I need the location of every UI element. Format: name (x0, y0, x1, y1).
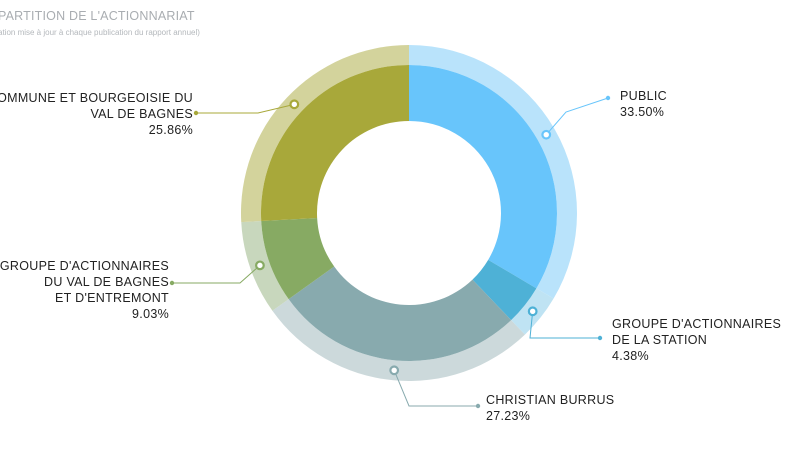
slice-marker-groupe-d-actionnaires-de-la-station (527, 306, 538, 317)
label-name-line: GROUPE D'ACTIONNAIRES (612, 317, 782, 331)
slice-public (409, 65, 558, 289)
leader-end-dot-groupe-d-actionnaires-du-val-de-bagnes-et-d-entremont (169, 280, 175, 286)
leader-line-public (545, 97, 609, 136)
data-label-commune-et-bourgeoisie-du-val-de-bagnes: COMMUNE ET BOURGEOISIE DU VAL DE BAGNES 25… (0, 90, 193, 138)
leader-end-dot-christian-burrus (475, 403, 481, 409)
slice-groupe-d-actionnaires-de-la-station (472, 259, 537, 321)
label-name-line: GROUPE D'ACTIONNAIRES (0, 259, 169, 273)
label-value: 27.23% (486, 409, 531, 423)
slice-outer-groupe-d-actionnaires-du-val-de-bagnes-et-d-entremont (241, 220, 289, 311)
label-value: 25.86% (148, 123, 193, 137)
data-label-groupe-d-actionnaires-du-val-de-bagnes-et-d-entremont: GROUPE D'ACTIONNAIRES DU VAL DE BAGNES ET … (0, 258, 169, 322)
leader-end-dot-public (605, 95, 611, 101)
label-name-line: COMMUNE ET BOURGEOISIE DU (0, 91, 193, 105)
label-name-line: DE LA STATION (612, 333, 708, 347)
leader-end-dot-commune-et-bourgeoisie-du-val-de-bagnes (193, 110, 199, 116)
slice-groupe-d-actionnaires-du-val-de-bagnes-et-d-entremont (261, 217, 335, 300)
data-label-christian-burrus: CHRISTIAN BURRUS 27.23% (486, 392, 614, 424)
data-label-groupe-d-actionnaires-de-la-station: GROUPE D'ACTIONNAIRES DE LA STATION 4.38% (612, 316, 781, 364)
label-name-line: DU VAL DE BAGNES (44, 275, 169, 289)
leader-line-christian-burrus (393, 370, 478, 407)
slice-marker-public (541, 129, 552, 140)
slice-outer-christian-burrus (272, 299, 525, 382)
slice-commune-et-bourgeoisie-du-val-de-bagnes (261, 65, 409, 221)
label-value: 9.03% (132, 307, 169, 321)
leader-line-groupe-d-actionnaires-du-val-de-bagnes-et-d-entremont (172, 264, 261, 284)
slice-marker-commune-et-bourgeoisie-du-val-de-bagnes (289, 99, 300, 110)
label-name-line: ET D'ENTREMONT (55, 291, 169, 305)
chart-subtitle: ation mise à jour à chaque publication d… (0, 28, 200, 37)
chart-title: PARTITION DE L'ACTIONNARIAT (0, 9, 195, 23)
data-label-public: PUBLIC 33.50% (620, 88, 667, 120)
slice-outer-commune-et-bourgeoisie-du-val-de-bagnes (241, 44, 409, 223)
label-name-line: PUBLIC (620, 89, 667, 103)
slice-marker-christian-burrus (389, 365, 400, 376)
slice-marker-groupe-d-actionnaires-du-val-de-bagnes-et-d-entremont (255, 260, 265, 271)
label-value: 4.38% (612, 349, 649, 363)
leader-line-commune-et-bourgeoisie-du-val-de-bagnes (196, 103, 295, 114)
label-name-line: CHRISTIAN BURRUS (486, 393, 615, 407)
leader-end-dot-groupe-d-actionnaires-de-la-station (597, 335, 603, 341)
slice-christian-burrus (288, 266, 512, 361)
label-value: 33.50% (620, 105, 665, 119)
slice-outer-public (409, 45, 578, 299)
label-name-line: VAL DE BAGNES (90, 107, 193, 121)
leader-line-groupe-d-actionnaires-de-la-station (529, 311, 600, 339)
